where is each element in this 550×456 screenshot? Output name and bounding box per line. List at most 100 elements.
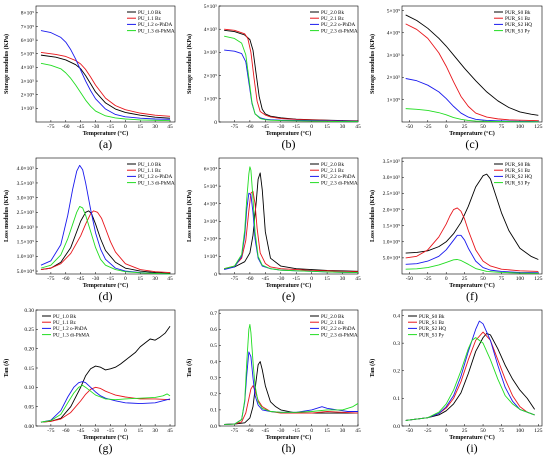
legend-entry: PU_2.0 Bk: [321, 162, 344, 168]
x-tick-label: 45: [167, 276, 173, 282]
legend-entry: PU_2.2 o-PhDA: [321, 174, 356, 180]
y-axis-label: Tan (δ): [186, 359, 193, 377]
y-tick-label: 2.5×10⁵: [17, 210, 34, 216]
y-tick-label: 8×10⁵: [21, 11, 34, 17]
x-tick-label: -75: [231, 276, 239, 282]
y-tick-label: 3×10⁴: [204, 219, 217, 225]
y-tick-label: 0.15: [24, 366, 34, 372]
x-tick-label: 30: [152, 428, 158, 434]
chart-svg-a: -75 -60 -45 -30 -15 0 15 30 45 1×10⁵ 2×10⁵ 3×10⁵ 4×1…: [3, 5, 176, 137]
legend-entry: PU_2.1 Bz: [321, 168, 344, 174]
y-tick-label: 2×10⁵: [21, 93, 34, 99]
series-line-pu-2-1-bz: [224, 28, 359, 122]
chart-panel-d: -75 -60 -45 -30 -15 0 15 30 45 5.0×10⁴ 1.0×10⁵ 1.5×…: [0, 152, 183, 304]
x-tick-label: 50: [480, 428, 486, 434]
x-tick-label: 100: [516, 428, 525, 434]
y-tick-label: 2.5×10⁵: [383, 191, 400, 197]
chart-panel-g: -75 -60 -45 -30 -15 0 15 30 45 0.00 0.05 0.10 0.15 0.…: [0, 304, 183, 456]
series-line-pur-s2-hq: [405, 234, 539, 274]
legend-entry: PUR_S1 Bz: [505, 168, 531, 174]
series-line-pu-1-1-bz: [40, 210, 171, 273]
series-line-pu-1-1-bz: [40, 51, 171, 117]
y-tick-label: 0: [214, 272, 217, 278]
series-line-pu-1-2-o-phda: [40, 30, 171, 120]
x-tick-label: -25: [424, 428, 432, 434]
y-tick-label: 3×10⁵: [21, 79, 34, 85]
x-tick-label: -30: [92, 124, 100, 130]
series-line-pu-1-3-di-phma: [40, 62, 171, 122]
panel-label-b: (b): [281, 137, 296, 151]
y-tick-label: 3.5×10⁵: [17, 181, 34, 187]
x-tick-label: 0: [445, 124, 448, 130]
chart-panel-c: -50 -25 0 25 50 75 100 125 1×10⁵ 2×10⁵ 3×10⁵ 4×10⁵ 5…: [366, 0, 550, 152]
legend-entry: PU_1.1 Bz: [53, 320, 76, 326]
x-tick-label: -75: [47, 276, 55, 282]
y-tick-label: 1×10⁵: [387, 97, 400, 103]
y-tick-label: 1×10⁴: [204, 254, 217, 260]
legend-entry: PU_1.2 o-PhDA: [138, 174, 173, 180]
series-line-pu-2-0-bk: [224, 172, 359, 272]
plot-frame: [35, 5, 176, 123]
chart-panel-i: -50 -25 0 25 50 75 100 125 0.0 0.1 0.2 0.3 0.4 Temper…: [366, 304, 550, 456]
x-tick-label: -30: [277, 276, 285, 282]
legend-entry: PU_2.3 di-PhMA: [321, 28, 358, 34]
x-tick-label: -15: [293, 124, 301, 130]
chart-svg-c: -50 -25 0 25 50 75 100 125 1×10⁵ 2×10⁵ 3×10⁵ 4×10⁵ 5…: [369, 5, 543, 137]
y-tick-label: 0.7: [210, 311, 217, 317]
chart-panel-f: -50 -25 0 25 50 75 100 125 5.0×10⁴ 1.0×10⁵ 1.5×10⁵…: [366, 152, 550, 304]
y-tick-label: 5.0×10⁴: [17, 269, 34, 275]
y-tick-label: 0.2: [210, 392, 217, 398]
series-line-pu-1-0-bk: [40, 54, 171, 119]
y-tick-label: 0.3: [210, 375, 217, 381]
y-axis-label: Tan (δ): [369, 359, 376, 377]
panel-label-c: (c): [465, 137, 479, 151]
y-tick-label: 0.4: [210, 359, 217, 365]
x-axis-label: Temperature (°C): [266, 282, 312, 289]
y-tick-label: 5×10⁴: [204, 184, 217, 190]
series-line-pu-2-2-o-phda: [224, 49, 359, 122]
x-tick-label: -45: [262, 124, 270, 130]
y-tick-label: 0.1: [210, 408, 217, 414]
x-tick-label: 45: [167, 124, 173, 130]
series-line-pu-1-3-di-phma: [40, 384, 171, 423]
x-tick-label: 75: [499, 124, 505, 130]
series-line-pur-s2-hq: [405, 320, 535, 421]
y-tick-label: 4×10⁴: [204, 201, 217, 207]
chart-svg-h: -75 -60 -45 -30 -15 0 15 30 45 0.0 0.1 0.2 0.3 0.4 0.5…: [186, 309, 361, 441]
series-line-pu-1-2-o-phda: [40, 381, 171, 423]
chart-panel-b: -75 -60 -45 -30 -15 0 15 30 45 0 1×10⁵ 2×10⁵ 3×10⁵ 4×…: [183, 0, 366, 152]
y-tick-label: 3.5×10⁵: [383, 159, 400, 165]
x-axis-label: Temperature (°C): [83, 130, 129, 137]
series-line-pu-1-3-di-phma: [40, 206, 171, 275]
y-tick-label: 5×10⁵: [21, 52, 34, 58]
y-tick-label: 0.20: [24, 346, 34, 352]
y-tick-label: 2.0×10⁵: [17, 225, 34, 231]
legend-entry: PU_2.2 o-PhDA: [321, 326, 356, 332]
legend-entry: PU_1.1 Bz: [138, 16, 161, 22]
y-tick-label: 3×10⁵: [387, 53, 400, 59]
x-tick-label: 0: [310, 276, 313, 282]
x-tick-label: 15: [324, 124, 330, 130]
legend-entry: PU_2.2 o-PhDA: [321, 22, 356, 28]
x-tick-label: -15: [107, 276, 115, 282]
plot-frame: [35, 157, 176, 275]
x-axis-label: Temperature (°C): [266, 434, 312, 441]
x-axis-label: Temperature (°C): [266, 130, 312, 137]
legend-entry: PUR_S3 Py: [505, 180, 530, 186]
x-tick-label: 125: [534, 276, 543, 282]
legend-entry: PU_1.3 di-PhMA: [138, 28, 175, 34]
chart-svg-f: -50 -25 0 25 50 75 100 125 5.0×10⁴ 1.0×10⁵ 1.5×10⁵…: [369, 157, 543, 289]
x-tick-label: 0: [124, 428, 127, 434]
x-tick-label: 75: [499, 428, 505, 434]
chart-svg-g: -75 -60 -45 -30 -15 0 15 30 45 0.00 0.05 0.10 0.15 0.…: [3, 308, 176, 441]
legend-entry: PU_2.3 di-PhMA: [321, 180, 358, 186]
x-axis-label: Temperature (°C): [83, 434, 129, 441]
x-tick-label: 50: [480, 276, 486, 282]
x-axis-label: Temperature (°C): [83, 282, 129, 289]
